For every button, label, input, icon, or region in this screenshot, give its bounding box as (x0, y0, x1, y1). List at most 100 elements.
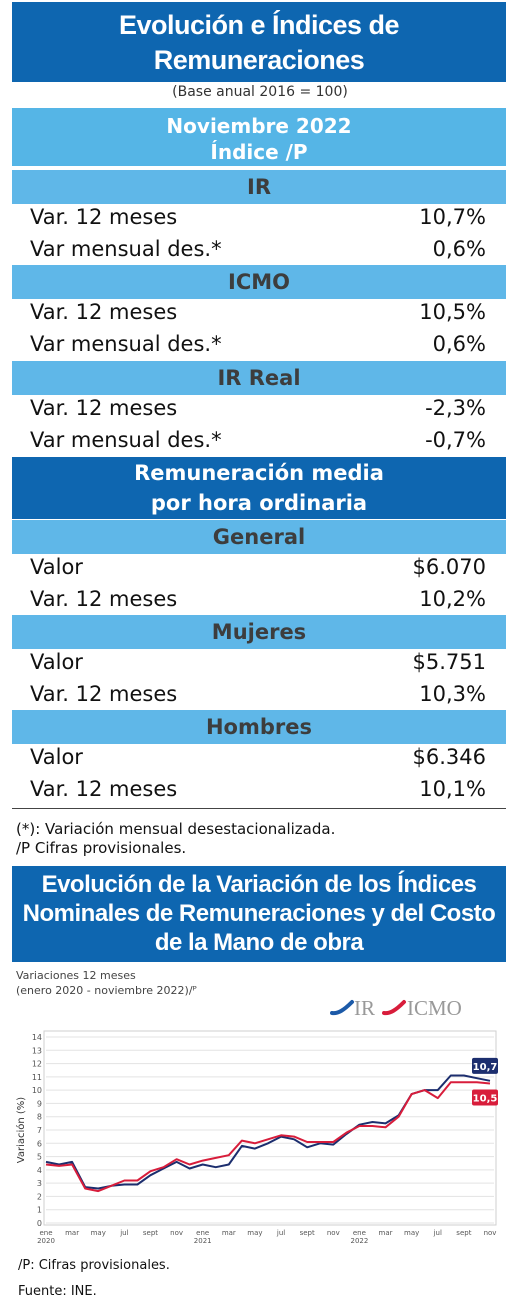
y-tick-label: 5 (37, 1153, 42, 1162)
row-value: $5.751 (412, 650, 486, 674)
chart-title: Evolución de la Variación de los Índices… (12, 866, 506, 962)
x-tick-label: may (247, 1229, 262, 1237)
row-label: Valor (30, 555, 83, 579)
period-line2: Índice /P (210, 140, 308, 164)
x-tick-label: jul (119, 1229, 128, 1237)
main-title-line2: y Costo de la Mano de Obra (87, 80, 431, 110)
x-tick-label: jul (433, 1229, 442, 1237)
chart-provisional-note: /P: Cifras provisionales. (18, 1258, 170, 1273)
row-label: Valor (30, 745, 83, 769)
x-tick-label: sept (143, 1229, 158, 1237)
x-year-label: 2022 (350, 1237, 368, 1245)
remuneracion-title-line1: Remuneración media (134, 461, 384, 485)
legend-icmo-swatch (382, 1000, 406, 1016)
y-tick-label: 7 (37, 1126, 42, 1135)
legend-ir-label: IR (354, 996, 375, 1020)
general-title: General (12, 520, 506, 554)
legend-ir-swatch (330, 1000, 354, 1016)
x-tick-label: ene (196, 1229, 209, 1237)
mujeres-row-var12: Var. 12 meses 10,3% (12, 678, 506, 710)
series-line-icmo (45, 1081, 491, 1193)
y-tick-label: 11 (32, 1073, 42, 1082)
row-value: 0,6% (432, 332, 486, 356)
icmo-row-var-mensual: Var mensual des.* 0,6% (12, 328, 506, 360)
hombres-title: Hombres (12, 710, 506, 744)
row-value: $6.070 (412, 555, 486, 579)
y-tick-label: 4 (37, 1166, 42, 1175)
y-tick-label: 1 (37, 1206, 42, 1215)
x-tick-label: jul (276, 1229, 285, 1237)
chart-legend: IR ICMO (330, 996, 510, 1020)
remuneracion-title: Remuneración media por hora ordinaria (12, 457, 506, 519)
y-tick-label: 3 (37, 1179, 42, 1188)
ir-row-var12: Var. 12 meses 10,7% (12, 201, 506, 233)
main-title: Evolución e Índices de Remuneraciones y … (12, 2, 506, 110)
section-ir-title: IR (12, 170, 506, 204)
icmo-row-var12: Var. 12 meses 10,5% (12, 296, 506, 328)
row-label: Var. 12 meses (30, 587, 178, 611)
row-label: Valor (30, 650, 83, 674)
end-label-box-ir (472, 1057, 498, 1074)
legend-icmo-label: ICMO (407, 996, 462, 1020)
x-tick-label: sept (456, 1229, 471, 1237)
y-tick-label: 12 (32, 1060, 42, 1069)
chart-title-line1: Evolución de la Variación de los Índices (41, 871, 477, 898)
row-label: Var. 12 meses (30, 205, 178, 229)
chart-subtitle: Variaciones 12 meses (enero 2020 - novie… (16, 968, 197, 998)
general-row-valor: Valor $6.070 (12, 551, 506, 583)
x-tick-label: ene (353, 1229, 366, 1237)
row-label: Var mensual des.* (30, 428, 222, 452)
series-line-ir (45, 1074, 491, 1190)
y-tick-label: 14 (32, 1033, 42, 1042)
row-value: 10,7% (419, 205, 486, 229)
y-tick-label: 0 (37, 1219, 42, 1228)
row-label: Var. 12 meses (30, 682, 178, 706)
y-tick-label: 10 (32, 1086, 42, 1095)
row-label: Var. 12 meses (30, 300, 178, 324)
ir-row-var-mensual: Var mensual des.* 0,6% (12, 233, 506, 265)
row-label: Var mensual des.* (30, 332, 222, 356)
period-band: Noviembre 2022 Índice /P (12, 108, 506, 166)
x-tick-label: may (91, 1229, 106, 1237)
y-tick-label: 13 (32, 1046, 42, 1055)
section-icmo-title: ICMO (12, 265, 506, 299)
remuneracion-title-line2: por hora ordinaria (150, 491, 368, 515)
chart-source: Fuente: INE. (18, 1284, 97, 1299)
row-value: -2,3% (425, 396, 486, 420)
row-value: $6.346 (412, 745, 486, 769)
general-row-var12: Var. 12 meses 10,2% (12, 583, 506, 615)
end-label-icmo: 10,5 (473, 1094, 498, 1105)
chart-title-line3: de la Mano de obra (154, 929, 364, 956)
x-year-label: 2021 (194, 1237, 212, 1245)
x-tick-label: nov (170, 1229, 183, 1237)
ir-real-row-var12: Var. 12 meses -2,3% (12, 392, 506, 424)
row-label: Var mensual des.* (30, 237, 222, 261)
row-label: Var. 12 meses (30, 777, 178, 801)
x-tick-label: may (404, 1229, 419, 1237)
chart-title-line2: Nominales de Remuneraciones y del Costo (22, 900, 496, 927)
x-year-label: 2020 (37, 1237, 55, 1245)
row-value: 10,3% (419, 682, 486, 706)
x-tick-label: mar (379, 1229, 393, 1237)
x-tick-label: mar (222, 1229, 236, 1237)
y-tick-label: 6 (37, 1139, 42, 1148)
row-value: 0,6% (432, 237, 486, 261)
main-title-line1: Evolución e Índices de Remuneraciones (118, 10, 400, 75)
y-tick-label: 9 (37, 1099, 42, 1108)
row-value: 10,2% (419, 587, 486, 611)
x-tick-label: mar (65, 1229, 79, 1237)
mujeres-title: Mujeres (12, 615, 506, 649)
hombres-row-valor: Valor $6.346 (12, 741, 506, 773)
base-note: (Base anual 2016 = 100) (172, 84, 348, 100)
row-value: 10,1% (419, 777, 486, 801)
end-label-ir: 10,7 (473, 1062, 498, 1073)
x-tick-label: ene (39, 1229, 52, 1237)
footnote-provisional: /P Cifras provisionales. (16, 839, 187, 857)
ir-real-row-var-mensual: Var mensual des.* -0,7% (12, 424, 506, 456)
legend-marks (330, 1000, 406, 1016)
row-value: 10,5% (419, 300, 486, 324)
chart-subtitle-line1: Variaciones 12 meses (16, 969, 136, 982)
hombres-row-var12: Var. 12 meses 10,1% (12, 773, 506, 805)
x-tick-label: sept (300, 1229, 315, 1237)
